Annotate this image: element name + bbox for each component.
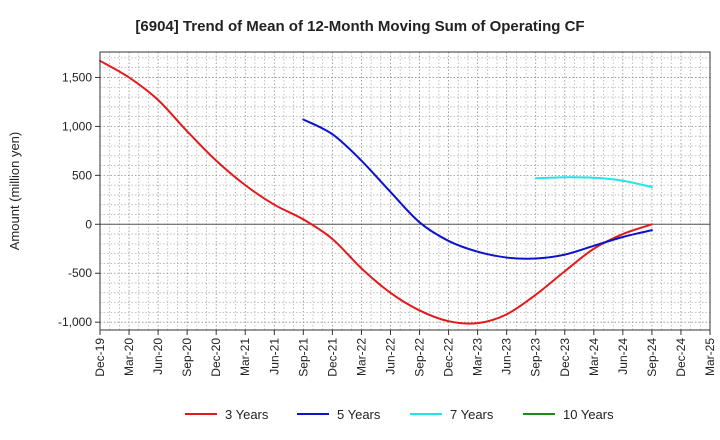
- plot-area: -1,000 -500 0 500 1,000 1,500 Dec-19 Mar-20 Jun-…: [58, 51, 717, 377]
- x-tick-label: Mar-20: [122, 338, 136, 376]
- x-tick-label: Sep-23: [529, 338, 543, 377]
- y-tick-label: 1,500: [62, 70, 92, 84]
- series-line-7-years: [534, 176, 653, 189]
- x-tick-label: Mar-25: [703, 338, 717, 376]
- y-tick-label: 0: [85, 217, 92, 231]
- y-tick-label: -1,000: [58, 315, 92, 329]
- series-line-3-years: [99, 59, 653, 325]
- x-tick-label: Sep-22: [413, 338, 427, 377]
- x-tick-label: Mar-21: [238, 338, 252, 376]
- x-tick-label: Dec-19: [93, 338, 107, 377]
- x-tick-label: Mar-23: [471, 338, 485, 376]
- y-axis-label: Amount (million yen): [7, 132, 22, 251]
- y-tick-label: 1,000: [62, 119, 92, 133]
- x-tick-label: Mar-22: [354, 338, 368, 376]
- x-tick-label: Sep-24: [645, 338, 659, 377]
- x-tick-label: Dec-22: [442, 338, 456, 377]
- y-tick-label: -500: [68, 266, 92, 280]
- x-tick-label: Sep-20: [180, 338, 194, 377]
- legend-label-7-years: 7 Years: [450, 407, 494, 422]
- x-tick-label: Dec-21: [325, 338, 339, 377]
- legend-label-10-years: 10 Years: [563, 407, 614, 422]
- x-tick-label: Dec-23: [558, 338, 572, 377]
- x-tick-label: Jun-21: [267, 338, 281, 375]
- x-tick-label: Dec-24: [674, 338, 688, 377]
- x-tick-label: Dec-20: [209, 338, 223, 377]
- plot-background: [100, 52, 710, 330]
- x-tick-label: Sep-21: [296, 338, 310, 377]
- x-tick-label: Mar-24: [587, 338, 601, 376]
- series-line-5-years: [302, 118, 653, 260]
- legend: 3 Years 5 Years 7 Years 10 Years: [185, 407, 614, 422]
- legend-label-5-years: 5 Years: [337, 407, 381, 422]
- x-tick-label: Jun-22: [383, 338, 397, 375]
- plot-border: [99, 51, 711, 331]
- x-tick-label: Jun-20: [151, 338, 165, 375]
- x-tick-label: Jun-24: [616, 338, 630, 375]
- legend-label-3-years: 3 Years: [225, 407, 269, 422]
- chart-title: [6904] Trend of Mean of 12-Month Moving …: [135, 18, 584, 35]
- y-tick-label: 500: [72, 168, 92, 182]
- x-tick-label: Jun-23: [500, 338, 514, 375]
